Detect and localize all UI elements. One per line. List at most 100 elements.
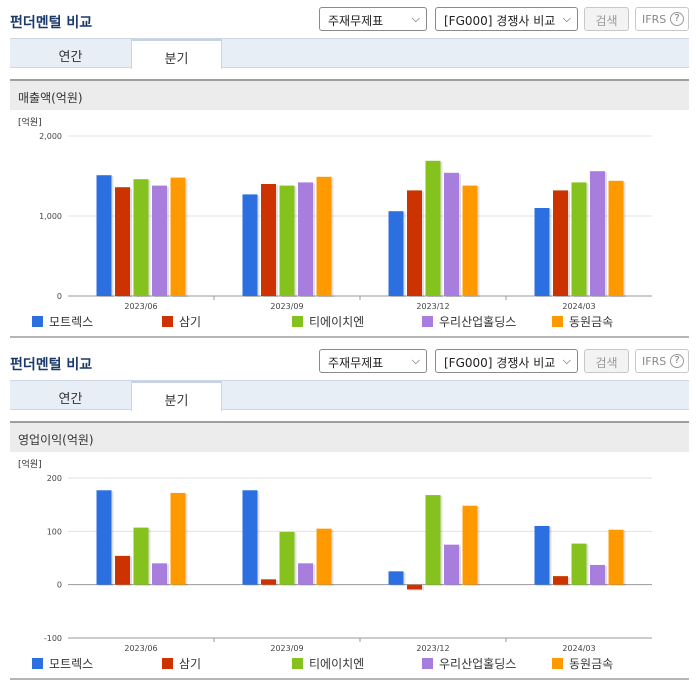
bar xyxy=(407,190,422,296)
statement-select[interactable]: 주재무제표 ⌵ xyxy=(319,349,427,373)
bar xyxy=(261,579,276,585)
y-tick-label: 0 xyxy=(57,292,62,301)
panel-title: 펀더멘털 비교 xyxy=(10,15,93,31)
bar xyxy=(279,531,295,585)
legend-label: 모트렉스 xyxy=(49,657,94,671)
x-tick-label: 2023/09 xyxy=(270,644,303,653)
legend-item[interactable]: 삼기 xyxy=(162,313,201,329)
x-tick-label: 2023/06 xyxy=(124,302,157,311)
bar xyxy=(242,490,258,585)
section-title: 매출액(억원) xyxy=(10,79,689,110)
period-tabs: 연간 분기 xyxy=(10,380,689,411)
tab-quarter[interactable]: 분기 xyxy=(131,381,222,411)
bar xyxy=(261,184,276,296)
legend-swatch xyxy=(422,316,433,327)
search-button[interactable]: 검색 xyxy=(584,7,629,31)
x-tick-label: 2024/03 xyxy=(562,644,595,653)
bar xyxy=(462,505,478,585)
panel-header: 펀더멘털 비교 주재무제표 ⌵ [FG000] 경쟁사 비교 ⌵ 검색 IFRS… xyxy=(0,0,696,38)
operating-profit-chart-svg: [억원] -100 0 100 200 2023/06 2023/09 2023/12 2024… xyxy=(18,458,652,653)
chart-legend: 모트렉스 삼기 티에이치엔 우리산업홀딩스 동원금속 xyxy=(10,655,689,671)
bar xyxy=(298,563,313,585)
operating-profit-panel: 펀더멘털 비교 주재무제표 ⌵ [FG000] 경쟁사 비교 ⌵ 검색 IFRS… xyxy=(0,342,696,684)
x-tick-label: 2023/12 xyxy=(416,302,449,311)
legend-label: 모트렉스 xyxy=(49,315,94,329)
operating-profit-chart: [억원] -100 0 100 200 2023/06 2023/09 2023/12 2024… xyxy=(10,452,689,682)
help-icon[interactable]: ? xyxy=(670,12,684,26)
bar xyxy=(316,528,332,585)
bar xyxy=(96,175,112,296)
legend-label: 동원금속 xyxy=(569,315,614,329)
bar xyxy=(170,177,186,296)
bar xyxy=(462,185,478,296)
bar xyxy=(444,544,459,585)
y-tick-label: 2,000 xyxy=(39,132,62,141)
compare-select-value: [FG000] 경쟁사 비교 xyxy=(444,14,556,28)
legend-label: 동원금속 xyxy=(569,657,614,671)
legend-swatch xyxy=(292,316,303,327)
legend-item[interactable]: 모트렉스 xyxy=(32,655,93,671)
statement-select[interactable]: 주재무제표 ⌵ xyxy=(319,7,427,31)
period-tabs: 연간 분기 xyxy=(10,38,689,69)
legend-label: 우리산업홀딩스 xyxy=(439,657,517,671)
chevron-down-icon: ⌵ xyxy=(411,354,420,367)
unit-label: [억원] xyxy=(18,116,42,128)
bar xyxy=(388,571,404,585)
y-tick-label: 1,000 xyxy=(39,212,62,221)
legend-item[interactable]: 동원금속 xyxy=(552,313,613,329)
legend-label: 티에이치엔 xyxy=(309,315,365,329)
legend-item[interactable]: 우리산업홀딩스 xyxy=(422,313,516,329)
chevron-down-icon: ⌵ xyxy=(562,354,571,367)
chevron-down-icon: ⌵ xyxy=(562,12,571,25)
legend-item[interactable]: 동원금속 xyxy=(552,655,613,671)
bar xyxy=(388,211,404,296)
bar xyxy=(133,179,149,296)
legend-item[interactable]: 모트렉스 xyxy=(32,313,93,329)
ifrs-button[interactable]: IFRS ? xyxy=(635,7,689,31)
revenue-chart-svg: [억원] 0 1,000 2,000 2023/06 2023/09 2023/12 2024… xyxy=(18,116,652,311)
bar xyxy=(279,185,295,296)
bar xyxy=(152,185,167,296)
bar xyxy=(571,543,587,585)
bar xyxy=(152,563,167,585)
bar xyxy=(115,555,130,585)
bar xyxy=(553,576,568,585)
x-tick-label: 2023/06 xyxy=(124,644,157,653)
bar xyxy=(553,190,568,296)
bar xyxy=(242,194,258,296)
bar xyxy=(407,584,422,590)
unit-label: [억원] xyxy=(18,458,42,470)
ifrs-label: IFRS xyxy=(642,13,667,26)
help-icon[interactable]: ? xyxy=(670,354,684,368)
compare-select-value: [FG000] 경쟁사 비교 xyxy=(444,356,556,370)
legend-label: 삼기 xyxy=(179,315,202,329)
section-title: 영업이익(억원) xyxy=(10,421,689,452)
tab-annual[interactable]: 연간 xyxy=(58,392,83,407)
tab-quarter[interactable]: 분기 xyxy=(131,39,222,69)
legend-item[interactable]: 삼기 xyxy=(162,655,201,671)
x-tick-label: 2024/03 xyxy=(562,302,595,311)
bar xyxy=(590,171,605,296)
legend-label: 우리산업홀딩스 xyxy=(439,315,517,329)
legend-item[interactable]: 우리산업홀딩스 xyxy=(422,655,516,671)
ifrs-label: IFRS xyxy=(642,355,667,368)
compare-select[interactable]: [FG000] 경쟁사 비교 ⌵ xyxy=(435,7,578,31)
legend-label: 삼기 xyxy=(179,657,202,671)
chevron-down-icon: ⌵ xyxy=(411,12,420,25)
bar xyxy=(608,529,624,585)
legend-item[interactable]: 티에이치엔 xyxy=(292,313,364,329)
search-button[interactable]: 검색 xyxy=(584,349,629,373)
ifrs-button[interactable]: IFRS ? xyxy=(635,349,689,373)
y-tick-label: 0 xyxy=(57,581,62,590)
compare-select[interactable]: [FG000] 경쟁사 비교 ⌵ xyxy=(435,349,578,373)
legend-item[interactable]: 티에이치엔 xyxy=(292,655,364,671)
bar xyxy=(571,182,587,296)
bar xyxy=(590,564,605,585)
bar xyxy=(444,172,459,296)
legend-swatch xyxy=(32,316,43,327)
revenue-chart: [억원] 0 1,000 2,000 2023/06 2023/09 2023/12 2024… xyxy=(10,110,689,340)
bar xyxy=(170,492,186,585)
tab-annual[interactable]: 연간 xyxy=(58,50,83,65)
bar xyxy=(298,182,313,296)
revenue-panel: 펀더멘털 비교 주재무제표 ⌵ [FG000] 경쟁사 비교 ⌵ 검색 IFRS… xyxy=(0,0,696,340)
